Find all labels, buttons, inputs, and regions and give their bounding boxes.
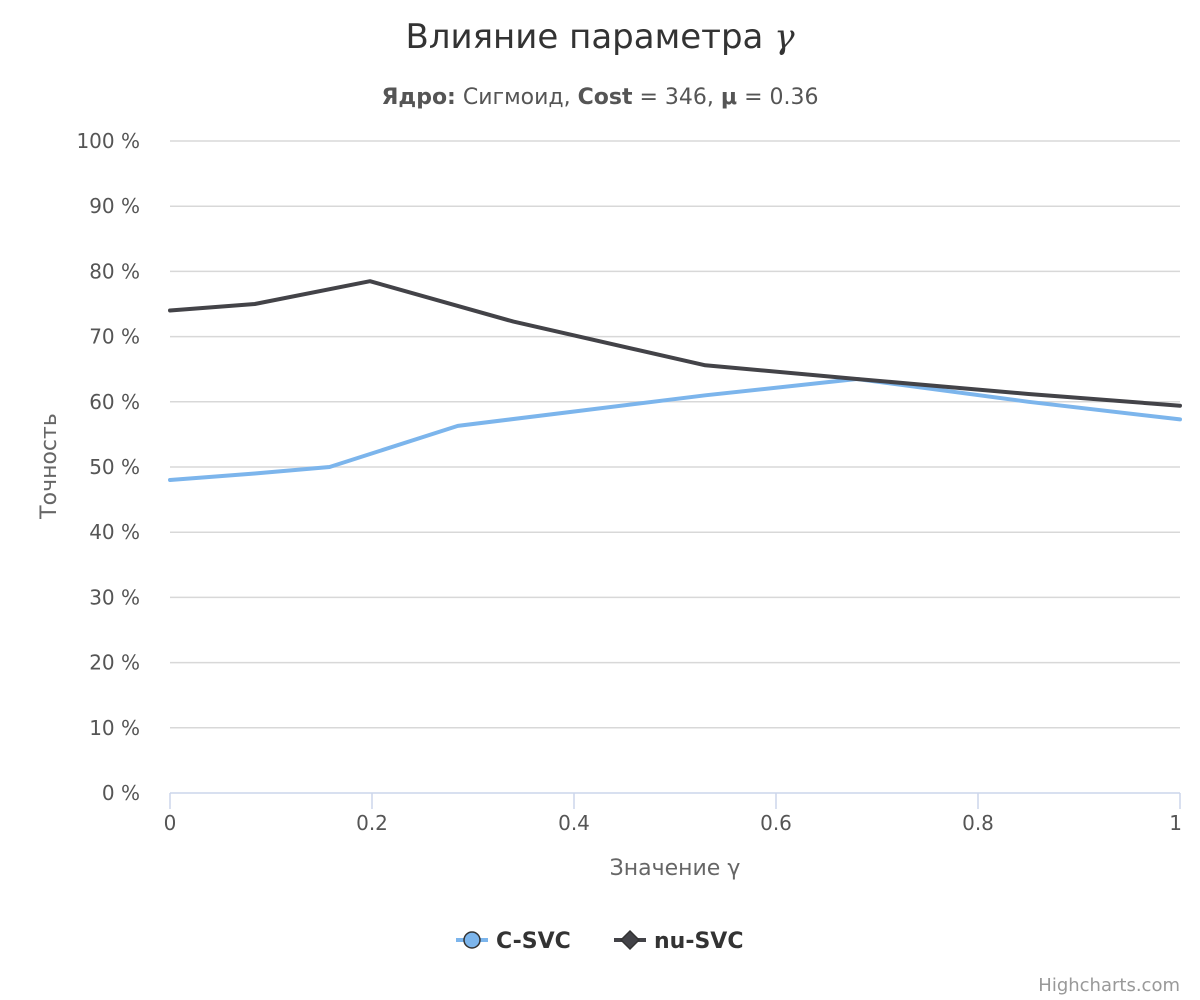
gridlines: [170, 140, 1180, 729]
x-axis: 0 0.2 0.4 0.6 0.8 1: [164, 792, 1182, 835]
y-tick-label: 50 %: [89, 455, 140, 479]
x-axis-title: Значение γ: [610, 856, 741, 881]
legend-label: C-SVC: [496, 929, 571, 954]
y-tick-label: 20 %: [89, 651, 140, 675]
subtitle-cost-label: Cost: [578, 85, 633, 110]
legend-circle-icon: [463, 931, 481, 949]
credits-link[interactable]: Highcharts.com: [1038, 975, 1180, 996]
legend-diamond-icon: [619, 929, 641, 951]
x-tick-label: 0: [164, 811, 177, 835]
x-tick-label: 0.2: [356, 811, 388, 835]
chart-title-text: Влияние параметра: [405, 17, 774, 57]
y-tick-label: 60 %: [89, 390, 140, 414]
subtitle-cost-value: = 346,: [633, 85, 721, 110]
x-tick-label: 1: [1169, 811, 1182, 835]
y-tick-label: 10 %: [89, 716, 140, 740]
series-line-nu-svc[interactable]: [168, 279, 1182, 408]
y-axis-labels: 0 % 10 % 20 % 30 % 40 % 50 % 60 % 70 % 80 % 90 % 1…: [76, 129, 140, 805]
legend: C-SVC nu-SVC: [456, 929, 743, 954]
chart-title-gamma: γ: [774, 17, 795, 57]
subtitle-kernel-value: Сигмоид,: [456, 85, 578, 110]
x-tick-label: 0.8: [962, 811, 994, 835]
y-tick-label: 40 %: [89, 520, 140, 544]
legend-item-c-svc[interactable]: C-SVC: [456, 929, 571, 954]
chart-subtitle: Ядро: Сигмоид, Cost = 346, μ = 0.36: [381, 85, 818, 110]
y-tick-label: 70 %: [89, 325, 140, 349]
y-tick-label: 30 %: [89, 585, 140, 609]
x-tick-label: 0.6: [760, 811, 792, 835]
series-line-c-svc[interactable]: [168, 377, 1182, 482]
x-tick-label: 0.4: [558, 811, 590, 835]
y-tick-label: 90 %: [89, 194, 140, 218]
subtitle-mu-label: μ: [721, 85, 737, 110]
legend-label: nu-SVC: [654, 929, 743, 954]
chart-title: Влияние параметра γ: [405, 17, 795, 57]
subtitle-kernel-label: Ядро:: [381, 85, 455, 110]
y-tick-label: 0 %: [102, 781, 140, 805]
y-tick-label: 100 %: [76, 129, 140, 153]
plot-series: [168, 279, 1182, 482]
y-tick-label: 80 %: [89, 259, 140, 283]
legend-item-nu-svc[interactable]: nu-SVC: [614, 929, 743, 954]
y-axis-title: Точность: [37, 413, 62, 520]
subtitle-mu-value: = 0.36: [737, 85, 818, 110]
